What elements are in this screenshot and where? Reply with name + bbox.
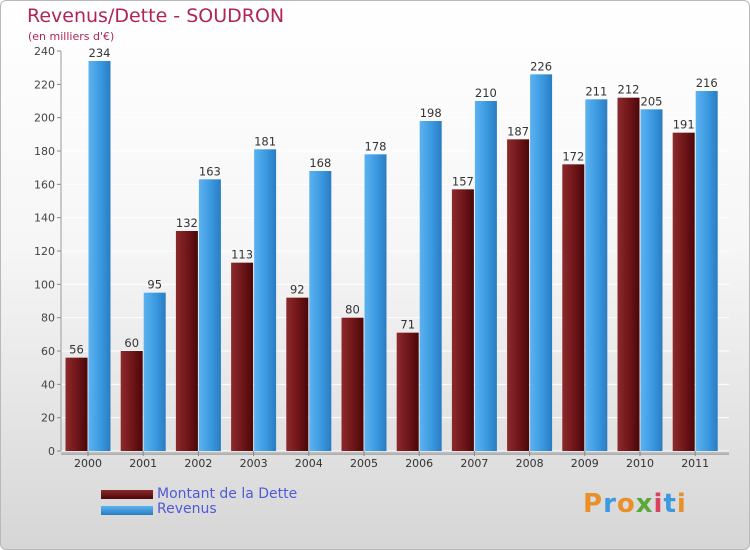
bar-revenus xyxy=(364,154,387,452)
data-label: 181 xyxy=(254,134,276,148)
logo-letter: i xyxy=(676,489,687,519)
data-label: 132 xyxy=(176,216,198,230)
bar-dette xyxy=(672,132,695,451)
bar-dette xyxy=(562,164,585,452)
legend-label-dette: Montant de la Dette xyxy=(157,486,298,502)
data-label: 178 xyxy=(365,139,387,153)
data-label: 60 xyxy=(124,336,139,350)
bar-dette xyxy=(341,317,364,451)
y-tick-label: 160 xyxy=(34,178,55,191)
bar-revenus xyxy=(88,61,111,451)
chart-subtitle: (en milliers d'€) xyxy=(28,30,115,43)
legend-label-revenus: Revenus xyxy=(157,501,217,517)
bar-revenus xyxy=(585,99,608,451)
x-tick-label: 2005 xyxy=(350,457,378,470)
y-tick-label: 40 xyxy=(41,378,55,391)
bar-dette xyxy=(507,139,530,452)
y-tick-label: 180 xyxy=(34,145,55,158)
bar-dette xyxy=(451,189,474,452)
y-tick-label: 60 xyxy=(41,345,55,358)
data-label: 95 xyxy=(147,278,162,292)
bar-dette xyxy=(286,297,309,451)
bar-dette xyxy=(231,262,254,451)
logo-letter: x xyxy=(635,489,654,519)
y-axis: 0 20 40 60 80 100 120 140 160 180 200 220 240 xyxy=(34,45,62,458)
x-tick-label: 2010 xyxy=(626,457,654,470)
bar-dette xyxy=(120,351,143,451)
logo-letter: o xyxy=(616,489,636,519)
data-label: 92 xyxy=(290,283,305,297)
bar-revenus xyxy=(419,121,442,451)
data-label: 198 xyxy=(420,106,442,120)
data-label: 191 xyxy=(673,118,695,132)
bar-dette xyxy=(175,231,198,451)
bar-revenus xyxy=(640,109,663,451)
y-tick-label: 200 xyxy=(34,112,55,125)
y-tick-label: 120 xyxy=(34,245,55,258)
x-tick-label: 2006 xyxy=(405,457,433,470)
legend-swatch-dette xyxy=(101,490,153,499)
data-label: 172 xyxy=(562,149,584,163)
x-tick-label: 2007 xyxy=(460,457,488,470)
data-label: 187 xyxy=(507,124,529,138)
logo-letter: t xyxy=(663,489,677,519)
data-label: 210 xyxy=(475,86,497,100)
x-tick-label: 2011 xyxy=(681,457,709,470)
bar-revenus xyxy=(695,91,718,451)
y-tick-label: 80 xyxy=(41,312,55,325)
x-tick-label: 2009 xyxy=(571,457,599,470)
bar-revenus xyxy=(143,292,166,451)
bar-dette xyxy=(65,357,88,451)
x-tick-label: 2002 xyxy=(184,457,212,470)
y-tick-label: 140 xyxy=(34,212,55,225)
bar-revenus xyxy=(474,101,497,451)
data-label: 80 xyxy=(345,303,360,317)
y-tick-label: 0 xyxy=(48,445,55,458)
x-tick-label: 2004 xyxy=(295,457,323,470)
proxiti-logo: Proxiti xyxy=(583,489,687,519)
bars xyxy=(65,61,718,452)
data-label: 168 xyxy=(309,156,331,170)
bar-dette xyxy=(396,332,419,451)
x-tick-label: 2001 xyxy=(129,457,157,470)
x-tick-label: 2003 xyxy=(240,457,268,470)
x-tick-label: 2000 xyxy=(74,457,102,470)
data-label: 163 xyxy=(199,164,221,178)
bar-revenus xyxy=(530,74,553,451)
bar-revenus xyxy=(254,149,277,452)
legend-swatch-revenus xyxy=(101,506,153,515)
data-label: 211 xyxy=(585,84,607,98)
y-tick-label: 220 xyxy=(34,78,55,91)
plot-floor xyxy=(61,451,729,455)
chart-title: Revenus/Dette - SOUDRON xyxy=(27,5,285,27)
data-label: 226 xyxy=(530,59,552,73)
data-label: 157 xyxy=(452,174,474,188)
data-label: 56 xyxy=(69,343,84,357)
x-tick-label: 2008 xyxy=(516,457,544,470)
data-label: 113 xyxy=(231,248,253,262)
logo-letter: P xyxy=(583,489,604,519)
data-label: 212 xyxy=(618,83,640,97)
x-axis: 2000 2001 2002 2003 2004 2005 2006 2007 2008 2009… xyxy=(74,451,709,470)
bar-dette xyxy=(617,97,640,452)
data-label: 234 xyxy=(89,46,111,60)
bar-revenus xyxy=(198,179,221,452)
y-tick-label: 20 xyxy=(41,412,55,425)
logo-letter: i xyxy=(653,489,664,519)
data-labels: 56 234 60 95 132 163 113 181 92 168 80 178 71 198 157 2… xyxy=(69,46,717,357)
data-label: 216 xyxy=(696,76,718,90)
bar-revenus xyxy=(309,171,332,451)
y-tick-label: 240 xyxy=(34,45,55,58)
y-tick-label: 100 xyxy=(34,278,55,291)
data-label: 205 xyxy=(641,94,663,108)
data-label: 71 xyxy=(400,318,415,332)
logo-letter: r xyxy=(603,489,617,519)
